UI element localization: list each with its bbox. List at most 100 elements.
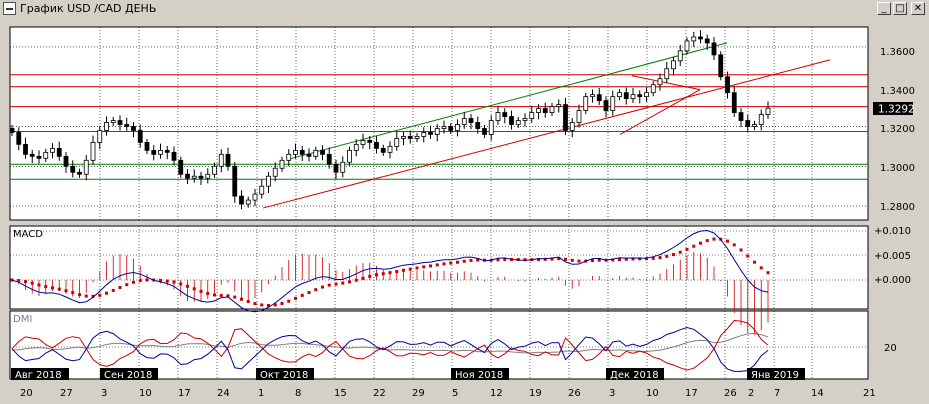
close-button[interactable]: ✕ [911, 2, 925, 15]
macd-signal-dot [348, 280, 351, 284]
candle-body [374, 142, 379, 149]
macd-signal-dot [618, 258, 621, 262]
candle-body [603, 100, 609, 111]
candle-body [232, 165, 238, 197]
candle-body [104, 122, 109, 131]
macd-signal-dot [712, 237, 716, 241]
title-bar[interactable]: График USD /CAD ДЕНЬ _ □ ✕ [0, 0, 929, 18]
candle-body [306, 153, 312, 157]
macd-signal-dot [624, 257, 628, 261]
macd-signal-dot [375, 273, 378, 277]
macd-signal-dot [132, 280, 135, 284]
day-label: 26 [724, 388, 737, 399]
candle-body [245, 199, 251, 205]
candle-body [482, 128, 487, 135]
macd-signal-dot [611, 258, 615, 262]
month-label: Авг 2018 [15, 370, 62, 381]
candle-body [340, 161, 346, 173]
candle-body [630, 94, 636, 100]
day-label: 2 [748, 388, 754, 399]
candle-body [353, 143, 359, 151]
candle-body [117, 120, 123, 125]
candle-body [677, 50, 683, 62]
macd-signal-dot [577, 259, 581, 263]
macd-signal-dot [138, 279, 142, 283]
candle-body [563, 104, 568, 131]
candle-body [718, 54, 724, 78]
day-label: 1 [258, 388, 264, 399]
macd-signal-dot [402, 268, 405, 272]
candle-body [178, 159, 184, 175]
maximize-button[interactable]: □ [893, 2, 907, 15]
candle-body [326, 153, 332, 165]
macd-signal-dot [705, 239, 709, 243]
macd-signal-dot [354, 278, 358, 282]
macd-signal-dot [550, 257, 554, 261]
upper-channel-trendline [287, 42, 728, 160]
macd-tick-label: +0.000 [874, 275, 911, 286]
macd-signal-dot [665, 254, 669, 258]
candle-body [299, 149, 305, 155]
candle-body [36, 155, 42, 159]
candle-body [320, 149, 325, 155]
macd-signal-dot [759, 266, 763, 270]
candle-body [691, 36, 697, 42]
macd-signal-dot [280, 301, 284, 305]
candle-body [131, 126, 136, 131]
day-label: 12 [490, 388, 503, 399]
candle-body [752, 124, 757, 127]
macd-title: MACD [13, 229, 43, 240]
day-label: 17 [178, 388, 191, 399]
macd-signal-dot [341, 281, 345, 285]
candle-body [576, 110, 582, 123]
day-label: 14 [811, 388, 824, 399]
macd-signal-dot [692, 244, 696, 248]
month-label-bg [451, 368, 509, 380]
candle-body [441, 126, 447, 129]
macd-signal-dot [449, 261, 453, 265]
macd-signal-dot [685, 247, 689, 251]
macd-signal-dot [408, 267, 412, 271]
candle-body [23, 143, 28, 155]
minimize-button[interactable]: _ [877, 2, 891, 15]
candle-body [9, 128, 15, 133]
candle-body [731, 92, 737, 113]
macd-signal-dot [24, 280, 27, 284]
macd-signal-dot [496, 258, 500, 262]
candle-body [488, 120, 494, 135]
macd-signal-dot [645, 257, 648, 261]
candle-body [185, 173, 190, 179]
day-label: 5 [452, 388, 458, 399]
y-tick-label: 1.3400 [880, 86, 915, 97]
macd-signal-dot [91, 294, 95, 298]
month-label-bg [100, 368, 158, 380]
day-label: 8 [295, 388, 301, 399]
macd-signal-dot [753, 260, 756, 264]
candle-body [650, 84, 656, 94]
candle-body [158, 149, 163, 155]
macd-signal-dot [435, 263, 439, 267]
candle-body [77, 171, 82, 175]
macd-signal-dot [429, 264, 432, 268]
month-label-bg [606, 368, 664, 380]
candle-body [434, 128, 440, 135]
macd-signal-dot [591, 259, 594, 263]
macd-signal-dot [381, 272, 385, 276]
day-label: 22 [373, 388, 386, 399]
macd-signal-dot [388, 271, 392, 275]
candle-body [266, 175, 271, 187]
candle-body [90, 142, 96, 161]
day-label: 29 [412, 388, 425, 399]
macd-tick-label: +0.005 [874, 251, 911, 262]
macd-signal-dot [226, 294, 230, 298]
macd-signal-dot [253, 302, 257, 306]
candle-body [218, 153, 224, 167]
candle-body [394, 138, 400, 147]
candle-body [590, 94, 595, 98]
macd-signal-dot [213, 293, 216, 297]
macd-signal-dot [503, 257, 507, 261]
macd-signal-dot [145, 278, 149, 282]
day-label: 10 [139, 388, 152, 399]
macd-signal-dot [699, 241, 702, 245]
macd-signal-dot [739, 248, 743, 252]
